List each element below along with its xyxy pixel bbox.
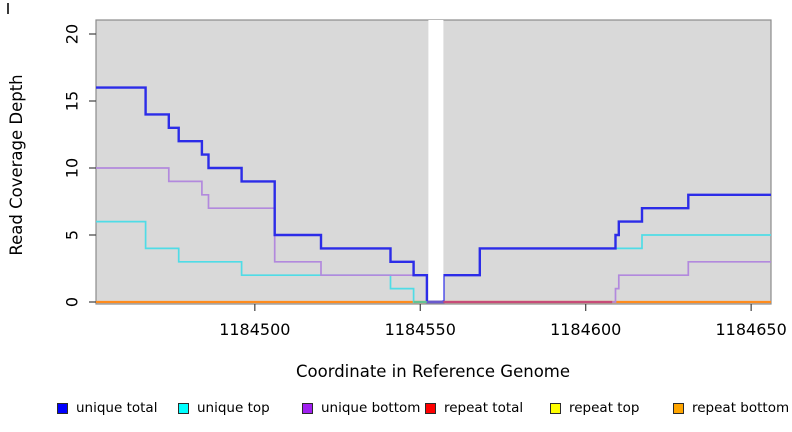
y-tick-label: 10 — [63, 158, 82, 178]
legend-label: unique top — [197, 400, 270, 416]
axis-ticks: 1184500 1184550 1184600 1184650 0 5 10 15 20 — [63, 24, 787, 339]
x-tick-label: 1184650 — [716, 320, 787, 339]
y-tick-label: 5 — [63, 230, 82, 240]
unique-bottom-swatch-icon — [302, 402, 313, 414]
y-axis-title: Read Coverage Depth — [7, 74, 26, 255]
gap-and-zero-line-overlays — [413, 20, 613, 304]
legend-label: repeat top — [569, 400, 640, 416]
stray-mark — [7, 3, 9, 14]
coverage-gap-mask — [428, 20, 444, 301]
legend-item-repeat-total: repeat total — [425, 399, 523, 417]
series-line-unique-bottom — [96, 167, 771, 303]
unique-total-swatch-icon — [57, 402, 68, 414]
unique-top-swatch-icon — [178, 402, 189, 414]
legend-label: repeat bottom — [692, 400, 790, 416]
legend-label: repeat total — [444, 400, 524, 416]
repeat-total-swatch-icon — [425, 402, 436, 414]
legend-label: unique total — [76, 400, 158, 416]
legend-item-repeat-bottom: repeat bottom — [673, 399, 789, 417]
legend-item-unique-top: unique top — [178, 399, 270, 417]
legend: unique total unique top unique bottom re… — [0, 399, 792, 419]
legend-item-unique-bottom: unique bottom — [302, 399, 420, 417]
coverage-step-plot: 1184500 1184550 1184600 1184650 0 5 10 15 20 Coo… — [7, 19, 787, 381]
legend-item-unique-total: unique total — [57, 399, 157, 417]
legend-label: unique bottom — [321, 400, 421, 416]
x-tick-label: 1184550 — [385, 320, 456, 339]
legend-item-repeat-top: repeat top — [550, 399, 639, 417]
repeat-bottom-swatch-icon — [673, 402, 684, 414]
x-tick-label: 1184600 — [550, 320, 621, 339]
y-tick-label: 15 — [63, 91, 82, 111]
y-tick-label: 0 — [63, 297, 82, 307]
x-tick-label: 1184500 — [219, 320, 290, 339]
y-tick-label: 20 — [63, 24, 82, 44]
x-axis-title: Coordinate in Reference Genome — [296, 362, 570, 381]
repeat-top-swatch-icon — [550, 402, 561, 414]
series-line-unique-total — [96, 86, 771, 304]
